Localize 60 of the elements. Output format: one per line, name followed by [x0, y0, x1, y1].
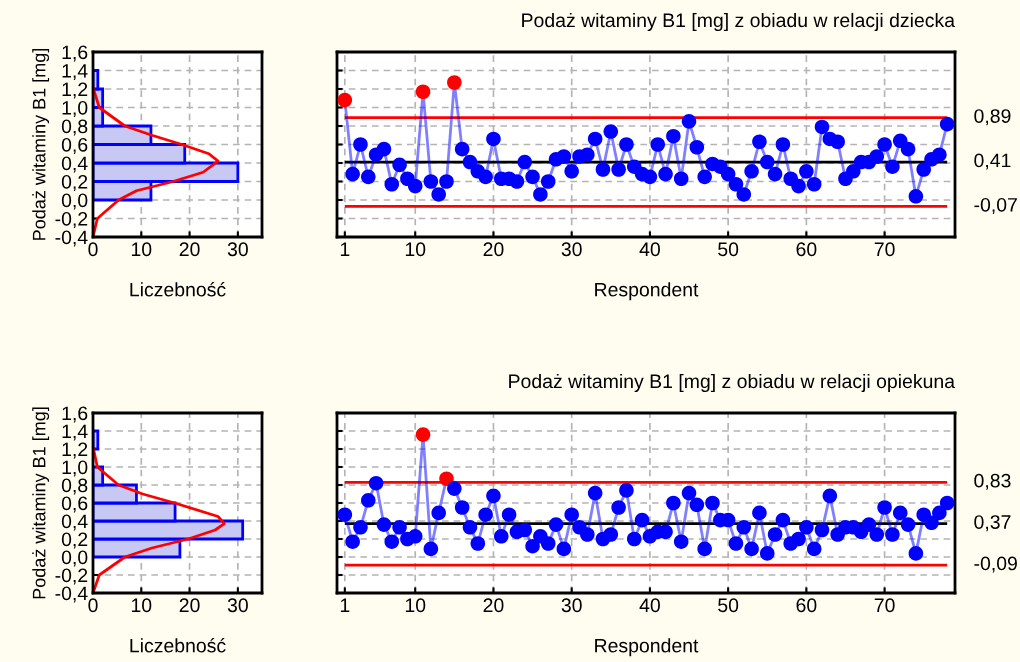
y-tick-label: 1,0 — [62, 460, 88, 477]
y-tick-label: 1,2 — [62, 442, 88, 459]
x-tick-label: 1 — [340, 598, 350, 612]
x-tick-label: 60 — [796, 598, 817, 613]
x-tick-label: 30 — [227, 242, 248, 257]
y-tick-label: 0,4 — [61, 514, 88, 531]
x-tick-label: 10 — [405, 598, 426, 613]
y-tick-label: 0,0 — [61, 550, 88, 567]
x-tick-label: 40 — [639, 598, 660, 613]
ref-line-label: 0,89 — [974, 109, 1011, 126]
x-tick-label: 20 — [179, 242, 200, 257]
x-tick-label: 60 — [796, 242, 817, 257]
y-tick-label: -0,4 — [55, 230, 88, 247]
y-axis-title: Podaż witaminy B1 [mg] — [32, 48, 50, 240]
x-axis-title: Respondent — [595, 638, 699, 657]
x-tick-label: 70 — [874, 598, 895, 613]
y-tick-label: 1,6 — [62, 45, 88, 62]
x-axis-title: Liczebność — [130, 281, 226, 297]
y-tick-label: 1,4 — [62, 64, 88, 81]
y-tick-label: 0,8 — [61, 119, 88, 136]
x-tick-label: 20 — [483, 598, 504, 613]
x-tick-label: 50 — [718, 598, 739, 613]
y-tick-label: 1,0 — [62, 100, 88, 118]
y-tick-label: 0,2 — [61, 532, 88, 549]
y-tick-label: 1,4 — [62, 424, 88, 441]
ref-line-label: -0,09 — [974, 556, 1017, 573]
x-tick-label: 70 — [874, 242, 895, 257]
ref-line-label: 0,83 — [974, 473, 1011, 490]
ref-line-label: -0,07 — [974, 197, 1017, 214]
ref-line-label: 0,41 — [974, 153, 1011, 170]
x-tick-label: 10 — [405, 242, 426, 257]
x-axis-title: Liczebność — [130, 637, 226, 653]
y-tick-label: -0,4 — [55, 586, 88, 603]
x-tick-label: 20 — [179, 598, 200, 613]
x-tick-label: 30 — [227, 598, 248, 613]
y-tick-label: -0,2 — [55, 568, 88, 585]
x-tick-label: 20 — [483, 242, 504, 257]
y-axis-title: Podaż witaminy B1 [mg] — [32, 407, 50, 599]
x-tick-label: 40 — [639, 242, 660, 257]
y-tick-label: 1,6 — [62, 406, 88, 423]
y-tick-label: 0,6 — [61, 137, 88, 155]
y-tick-label: 0,4 — [61, 156, 88, 173]
y-tick-label: 0,8 — [61, 478, 88, 495]
ref-line-label: 0,37 — [974, 515, 1011, 532]
x-tick-label: 30 — [561, 598, 582, 613]
x-tick-label: 30 — [561, 242, 582, 257]
chart-title: Podaż witaminy B1 [mg] z obiadu w relacji dziecka — [522, 12, 956, 32]
y-tick-label: 0,0 — [61, 193, 88, 210]
x-tick-label: 50 — [718, 242, 739, 257]
y-tick-label: 0,6 — [61, 496, 88, 513]
x-axis-title: Respondent — [595, 282, 699, 301]
chart-title: Podaż witaminy B1 [mg] z obiadu w relacji opiekuna — [509, 373, 956, 393]
x-tick-label: 1 — [340, 242, 350, 256]
x-tick-label: 0 — [88, 598, 98, 613]
x-tick-label: 10 — [131, 598, 152, 613]
y-tick-label: 1,2 — [62, 82, 88, 99]
x-tick-label: 0 — [88, 242, 98, 257]
y-tick-label: 0,2 — [61, 174, 88, 192]
y-tick-label: -0,2 — [55, 211, 88, 229]
x-tick-label: 10 — [131, 242, 152, 257]
